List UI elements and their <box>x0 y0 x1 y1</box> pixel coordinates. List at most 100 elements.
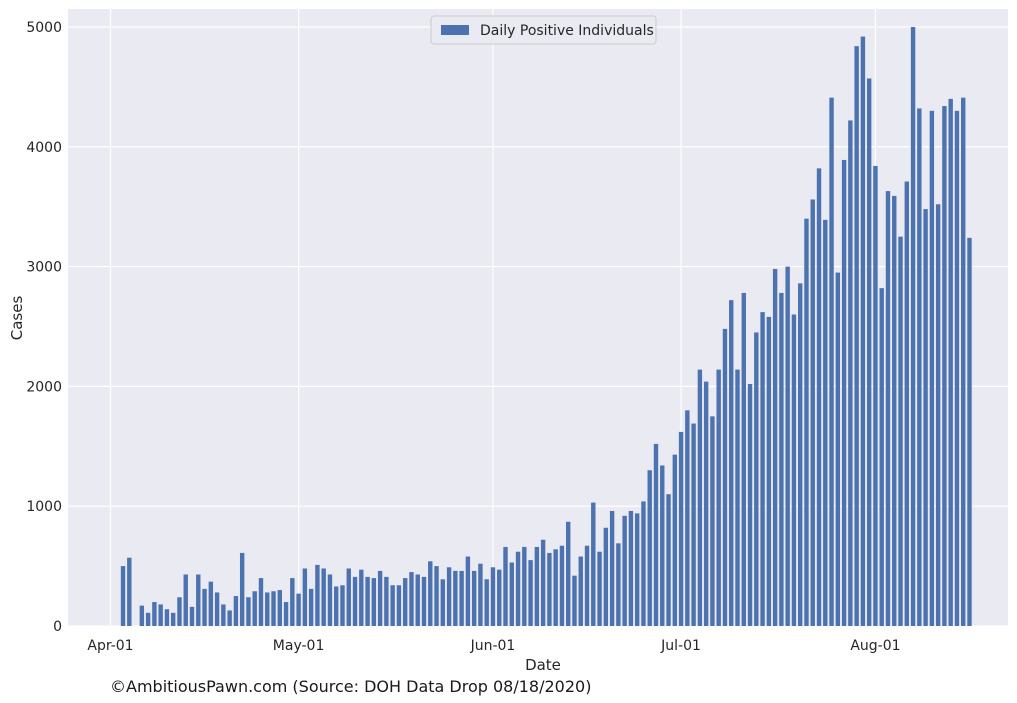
bar <box>522 546 527 626</box>
bar <box>910 26 916 627</box>
bar <box>703 381 709 626</box>
x-tick-label: Apr-01 <box>87 638 133 654</box>
bar <box>478 563 483 626</box>
bar <box>823 219 828 627</box>
bar <box>377 570 383 626</box>
bar <box>352 576 358 626</box>
bar <box>428 561 433 626</box>
bar <box>804 218 809 626</box>
bar <box>835 272 841 626</box>
bar <box>929 110 935 626</box>
x-tick-label: May-01 <box>273 638 325 654</box>
bar <box>308 588 314 626</box>
bar <box>760 312 765 626</box>
bar <box>967 237 972 626</box>
bar <box>252 591 257 626</box>
bar <box>559 545 565 626</box>
bar <box>785 266 790 626</box>
bar <box>290 578 295 626</box>
bar <box>716 369 721 626</box>
bar <box>503 546 508 626</box>
bar <box>321 568 326 626</box>
bar <box>885 191 891 626</box>
x-tick-label: Jun-01 <box>470 638 516 654</box>
bar <box>572 575 577 626</box>
bar <box>302 568 308 626</box>
y-axis-title: Cases <box>8 296 26 341</box>
bar <box>214 592 220 626</box>
bar <box>609 510 615 626</box>
bar <box>384 576 389 626</box>
bar <box>509 562 514 626</box>
bar <box>265 592 270 626</box>
bar <box>854 46 859 626</box>
bar <box>283 602 289 626</box>
bar <box>685 410 690 626</box>
bar <box>196 574 201 626</box>
bar <box>402 578 408 626</box>
source-credit: ©AmbitiousPawn.com (Source: DOH Data Dro… <box>110 677 592 696</box>
bar <box>628 510 634 626</box>
bar <box>346 568 351 626</box>
bar <box>566 521 571 626</box>
bar <box>459 570 464 626</box>
y-tick-label: 0 <box>53 619 62 635</box>
bar <box>553 549 558 626</box>
bar <box>942 106 947 627</box>
bar <box>791 314 797 626</box>
bar <box>415 574 420 626</box>
bar <box>892 195 897 626</box>
bar <box>221 604 226 626</box>
bar <box>948 98 953 627</box>
bar <box>453 570 458 626</box>
bar <box>879 288 884 626</box>
bar <box>434 566 439 626</box>
bar <box>359 569 364 626</box>
bar <box>747 383 753 626</box>
bar <box>471 570 477 626</box>
bar <box>484 579 489 626</box>
bar <box>296 593 301 626</box>
bar <box>497 569 502 626</box>
bar <box>145 612 151 626</box>
bar <box>873 165 878 626</box>
bar <box>315 564 320 626</box>
bar <box>365 576 370 626</box>
bar <box>779 292 784 626</box>
bar <box>766 316 772 626</box>
bar <box>678 431 684 626</box>
bar <box>954 110 960 626</box>
bar <box>866 78 872 627</box>
bar <box>139 605 145 626</box>
bar <box>578 556 583 626</box>
bar <box>171 612 176 626</box>
bar <box>239 552 245 626</box>
bar <box>534 546 540 626</box>
bar <box>860 36 866 627</box>
legend-box <box>430 15 657 45</box>
bar <box>528 560 533 626</box>
bar <box>647 470 652 626</box>
bar <box>898 236 903 626</box>
bar <box>697 369 703 626</box>
bar <box>334 586 339 626</box>
bar <box>164 609 170 626</box>
bar <box>446 567 452 626</box>
bar <box>841 159 847 626</box>
bar <box>208 581 214 626</box>
bar <box>277 590 282 626</box>
y-tick-label: 3000 <box>26 260 62 276</box>
bar <box>120 566 126 626</box>
bar <box>816 168 822 626</box>
y-tick-label: 5000 <box>26 20 62 36</box>
bar <box>189 606 195 626</box>
bar-series <box>120 26 972 627</box>
bar <box>340 585 345 626</box>
x-tick-label: Jul-01 <box>660 638 701 654</box>
bar <box>666 494 671 626</box>
y-tick-label: 2000 <box>26 379 62 395</box>
bar <box>935 204 941 626</box>
bar <box>371 578 377 626</box>
bar <box>127 557 132 626</box>
bar <box>810 199 815 627</box>
